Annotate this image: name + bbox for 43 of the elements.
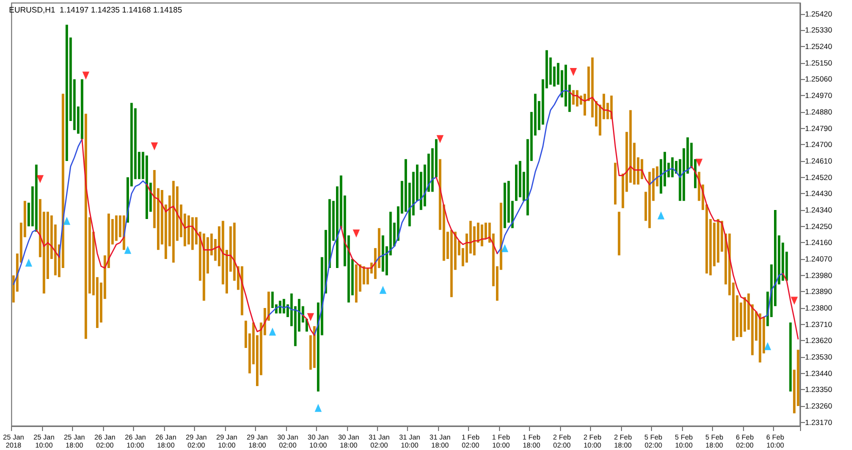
bar xyxy=(648,172,651,228)
bar xyxy=(66,24,68,161)
point xyxy=(352,230,360,238)
point xyxy=(82,72,90,80)
bar xyxy=(789,322,792,392)
point xyxy=(436,135,444,144)
bar xyxy=(115,215,118,241)
point xyxy=(36,175,44,184)
point xyxy=(63,216,70,225)
point xyxy=(314,404,322,412)
bar xyxy=(716,219,720,263)
bar xyxy=(172,180,175,263)
point xyxy=(570,68,577,76)
bar xyxy=(518,160,522,198)
bar xyxy=(240,266,244,316)
point xyxy=(307,313,314,322)
point xyxy=(379,286,386,294)
bar xyxy=(671,157,674,178)
point xyxy=(150,142,158,150)
bar xyxy=(382,235,384,272)
bar xyxy=(80,79,84,140)
bar xyxy=(146,156,148,220)
point xyxy=(501,244,508,252)
point xyxy=(657,211,664,220)
point xyxy=(790,296,798,305)
bar xyxy=(480,224,484,246)
point xyxy=(764,342,772,350)
point xyxy=(124,246,132,254)
bar xyxy=(618,212,620,256)
bar xyxy=(355,264,358,303)
point xyxy=(696,158,703,167)
bar xyxy=(84,114,88,339)
chart-title: EURUSD,H1 1.14197 1.14235 1.14168 1.14185 xyxy=(9,6,183,14)
bar xyxy=(504,182,506,228)
bar xyxy=(515,164,518,201)
bar xyxy=(313,326,316,368)
point xyxy=(268,328,276,336)
point xyxy=(25,258,32,267)
bar xyxy=(614,162,617,205)
bar xyxy=(202,234,206,301)
bar xyxy=(282,298,286,314)
bar xyxy=(35,164,38,232)
bar xyxy=(576,90,578,106)
